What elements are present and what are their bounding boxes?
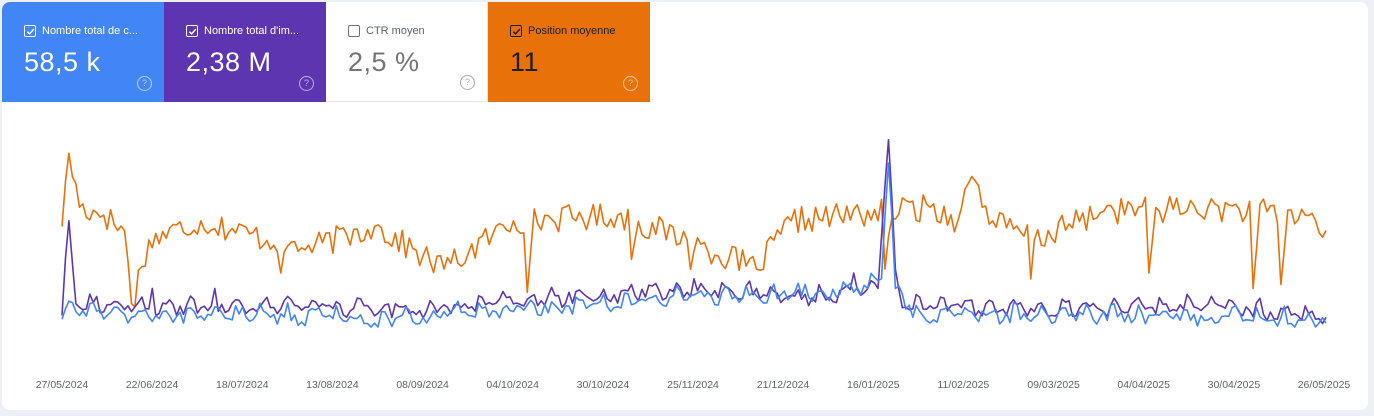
x-tick-label: 25/11/2024 bbox=[667, 379, 719, 391]
performance-card: Nombre total de c... 58,5 k ? Nombre tot… bbox=[2, 2, 1368, 410]
series-line-position bbox=[61, 152, 1327, 308]
x-tick-label: 04/04/2025 bbox=[1117, 379, 1170, 391]
metric-header: Nombre total de c... bbox=[24, 23, 164, 39]
metric-header: Nombre total d'im... bbox=[186, 23, 326, 39]
help-icon[interactable]: ? bbox=[299, 76, 314, 91]
metric-tab-position[interactable]: Position moyenne 11 ? bbox=[488, 2, 650, 102]
x-tick-label: 30/10/2024 bbox=[577, 379, 630, 391]
metric-tab-impressions[interactable]: Nombre total d'im... 2,38 M ? bbox=[164, 2, 326, 102]
metric-tabs: Nombre total de c... 58,5 k ? Nombre tot… bbox=[2, 2, 650, 102]
x-tick-label: 08/09/2024 bbox=[396, 379, 449, 391]
metric-value: 2,38 M bbox=[186, 47, 272, 77]
series-line-impressions bbox=[61, 139, 1327, 325]
checkbox-checked-icon[interactable] bbox=[510, 25, 522, 37]
metric-value: 11 bbox=[510, 47, 540, 77]
x-tick-label: 22/06/2024 bbox=[126, 379, 179, 391]
metric-tab-clicks[interactable]: Nombre total de c... 58,5 k ? bbox=[2, 2, 164, 102]
x-tick-label: 26/05/2025 bbox=[1298, 379, 1351, 391]
help-icon[interactable]: ? bbox=[460, 75, 475, 90]
help-icon[interactable]: ? bbox=[623, 76, 638, 91]
metric-tab-ctr[interactable]: CTR moyen 2,5 % ? bbox=[326, 2, 488, 102]
checkbox-checked-icon[interactable] bbox=[24, 25, 36, 37]
x-tick-label: 18/07/2024 bbox=[216, 379, 269, 391]
x-tick-label: 21/12/2024 bbox=[757, 379, 810, 391]
metric-header: Position moyenne bbox=[510, 23, 650, 39]
x-tick-label: 13/08/2024 bbox=[306, 379, 359, 391]
checkbox-unchecked-icon[interactable] bbox=[348, 25, 360, 37]
performance-line-chart[interactable]: 27/05/2024 22/06/2024 18/07/2024 13/08/2024… bbox=[2, 102, 1368, 410]
x-tick-label: 11/02/2025 bbox=[938, 379, 990, 391]
x-tick-label: 04/10/2024 bbox=[486, 379, 539, 391]
x-tick-label: 09/03/2025 bbox=[1027, 379, 1080, 391]
metric-value: 58,5 k bbox=[24, 47, 101, 77]
metric-label: Position moyenne bbox=[528, 25, 616, 37]
metric-label: CTR moyen bbox=[366, 25, 425, 37]
help-icon[interactable]: ? bbox=[137, 76, 152, 91]
checkbox-checked-icon[interactable] bbox=[186, 25, 198, 37]
metric-label: Nombre total de c... bbox=[42, 25, 138, 37]
x-tick-label: 16/01/2025 bbox=[847, 379, 900, 391]
metric-label: Nombre total d'im... bbox=[204, 25, 300, 37]
x-tick-label: 27/05/2024 bbox=[36, 379, 89, 391]
x-tick-label: 30/04/2025 bbox=[1208, 379, 1261, 391]
metric-header: CTR moyen bbox=[348, 23, 487, 39]
series-line-clicks bbox=[61, 162, 1327, 328]
metric-value: 2,5 % bbox=[348, 47, 420, 77]
